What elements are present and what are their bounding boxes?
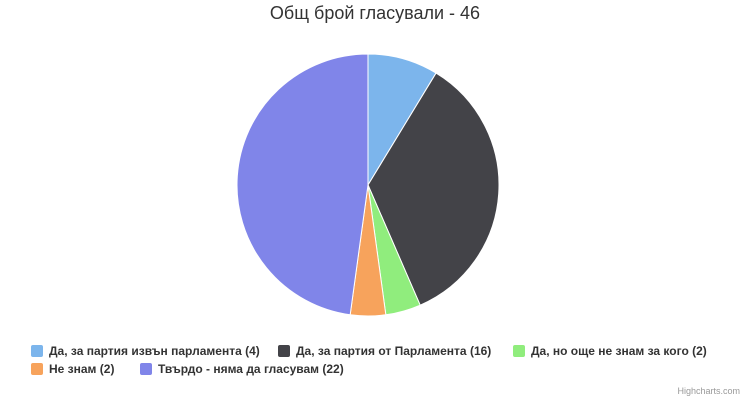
legend-swatch [31, 345, 43, 357]
slice-wont-vote[interactable] [236, 53, 369, 316]
legend-label: Твърдо - няма да гласувам (22) [158, 362, 344, 376]
legend-item-outside-parliament[interactable]: Да, за партия извън парламента (4) [31, 344, 260, 358]
legend-swatch [31, 363, 43, 375]
legend-label: Не знам (2) [49, 362, 115, 376]
legend-item-dont-know[interactable]: Не знам (2) [31, 362, 114, 376]
legend-label: Да, за партия извън парламента (4) [49, 344, 260, 358]
chart-title: Общ брой гласували - 46 [269, 3, 481, 23]
legend-swatch [278, 345, 290, 357]
pie-plot [236, 53, 500, 317]
slice-from-parliament[interactable] [367, 72, 500, 306]
legend-item-from-parliament[interactable]: Да, за партия от Парламента (16) [278, 344, 491, 358]
legend-row-1: Да, за партия извън парламента (4) Да, з… [0, 344, 750, 360]
legend-label: Да, но още не знам за кого (2) [531, 344, 707, 358]
legend-item-undecided-whom[interactable]: Да, но още не знам за кого (2) [513, 344, 707, 358]
credits-link[interactable]: Highcharts.com [677, 386, 740, 396]
legend-swatch [513, 345, 525, 357]
legend-row-2: Не знам (2) Твърдо - няма да гласувам (2… [0, 362, 750, 378]
legend-item-wont-vote[interactable]: Твърдо - няма да гласувам (22) [140, 362, 344, 376]
legend-swatch [140, 363, 152, 375]
legend-label: Да, за партия от Парламента (16) [296, 344, 492, 358]
